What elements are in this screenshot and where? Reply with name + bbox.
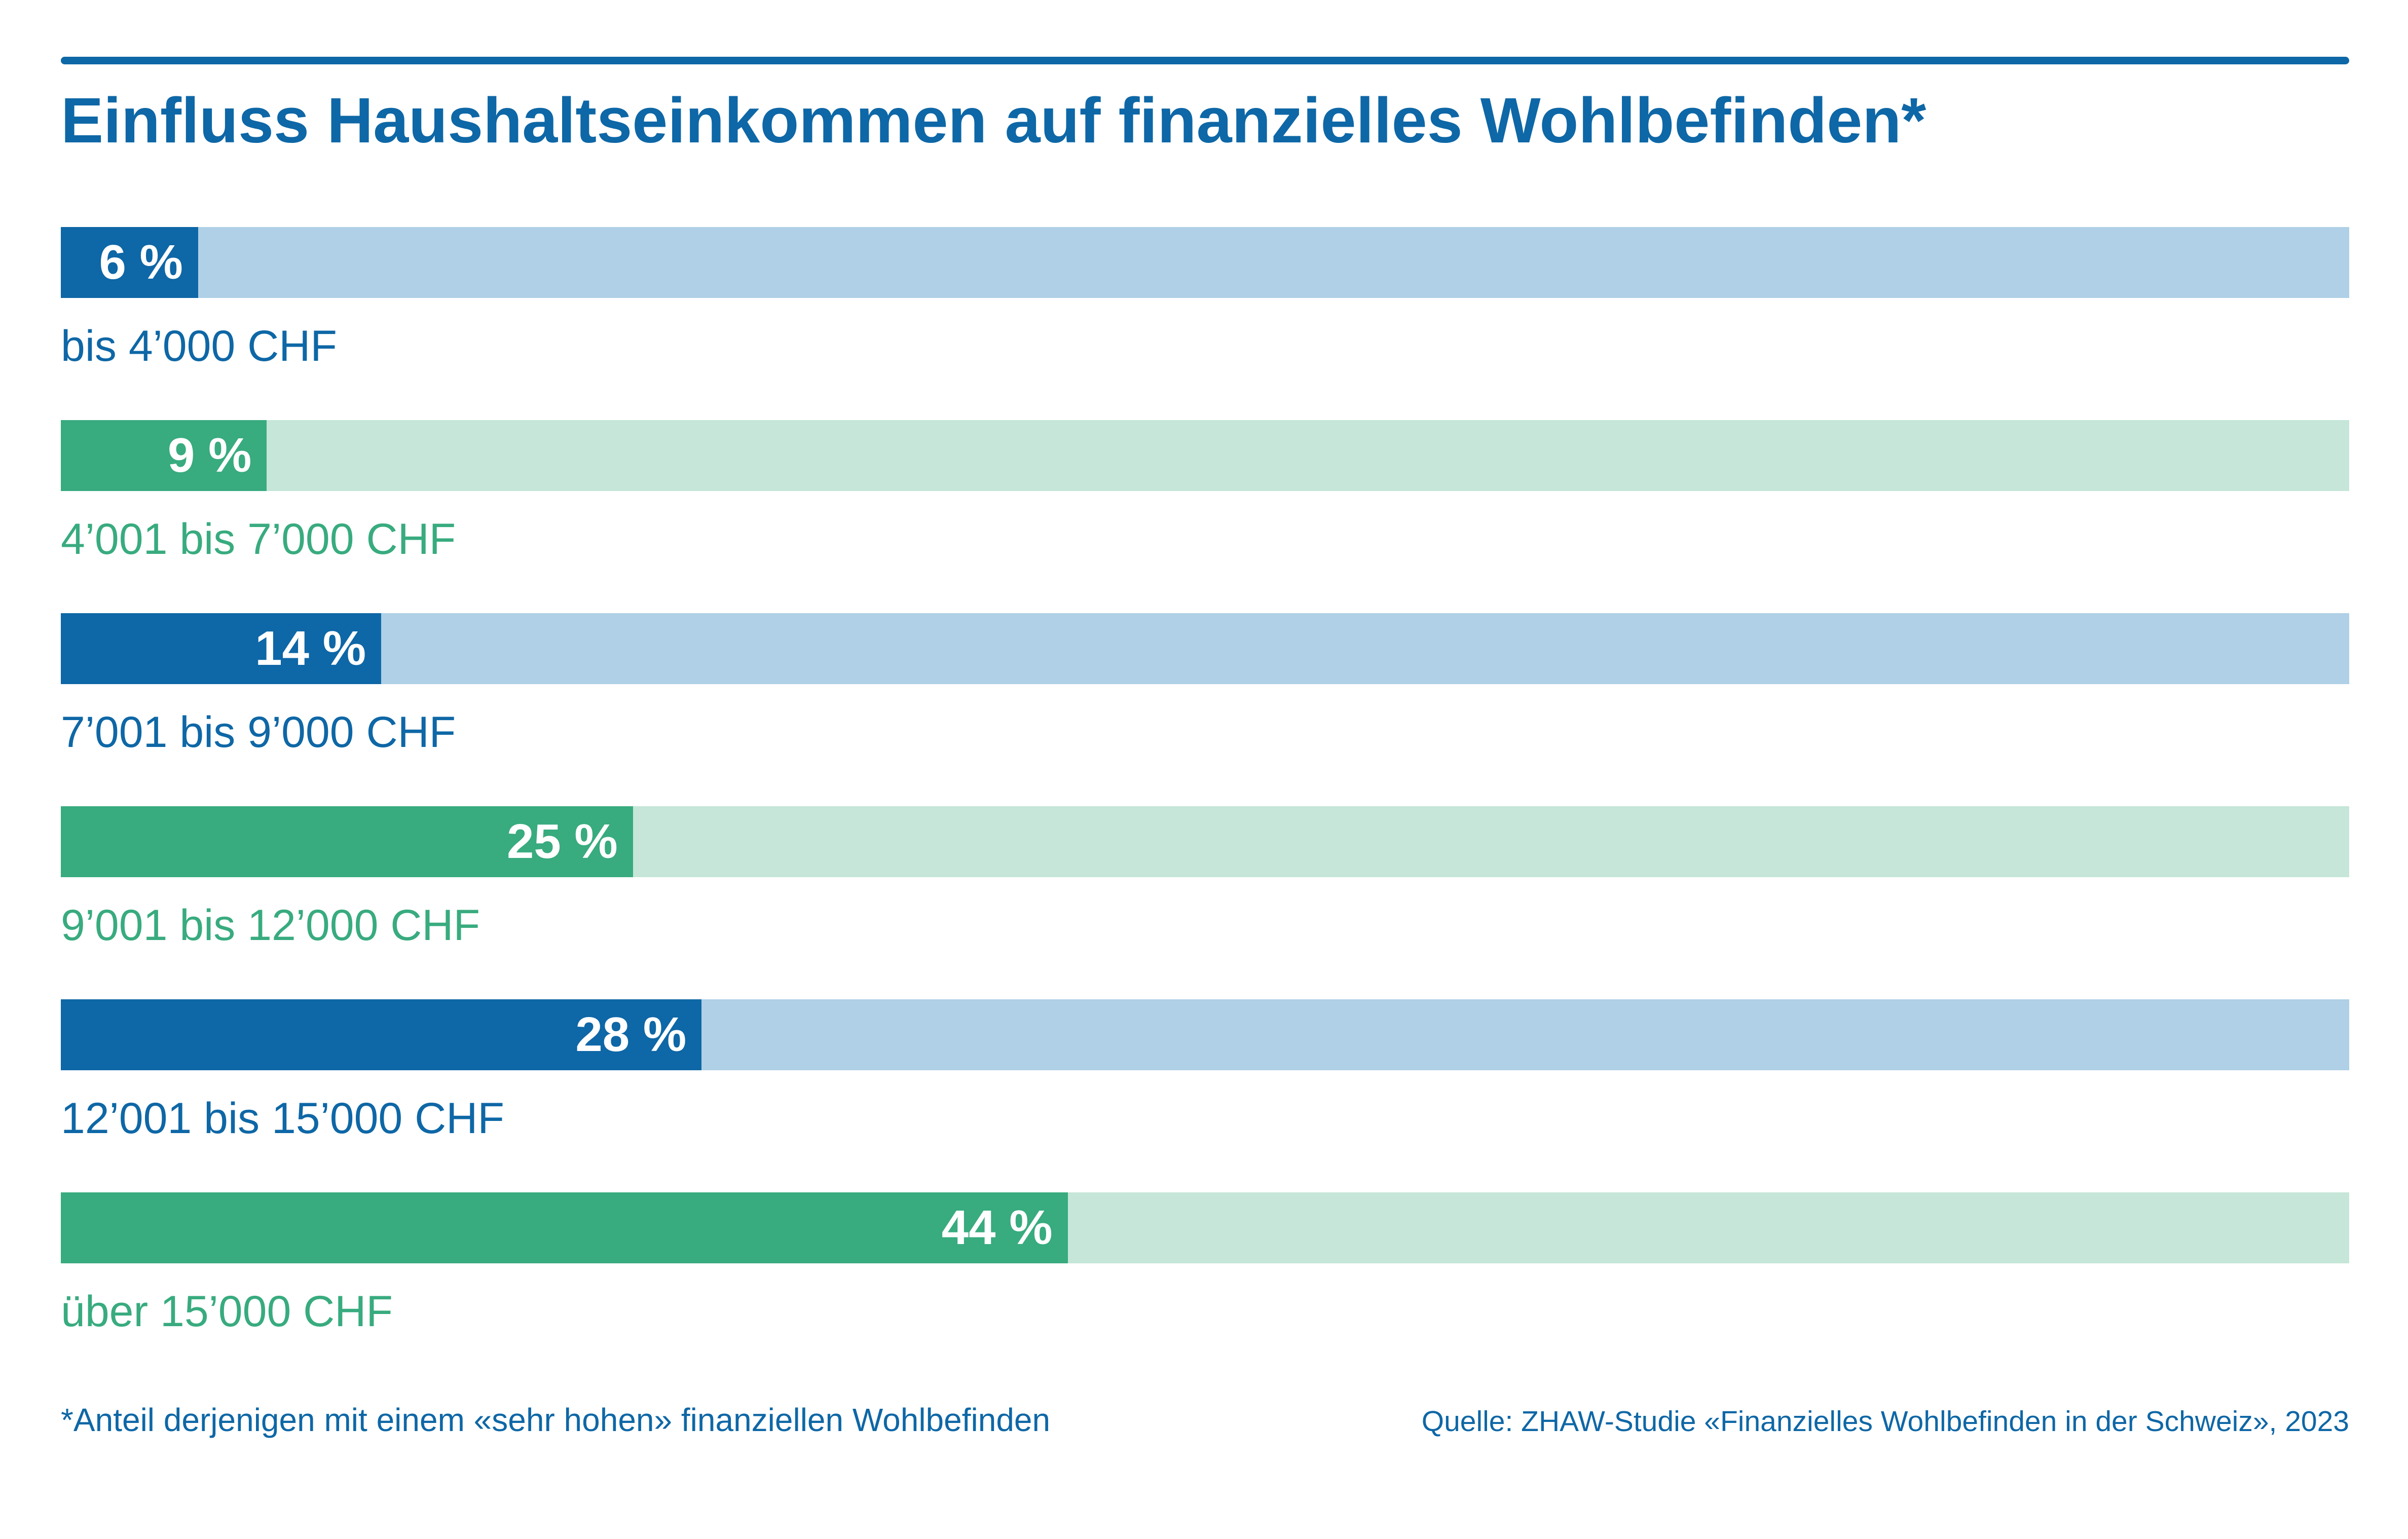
bar-row-income-5: 28 % 12’001 bis 15’000 CHF [61,999,2349,1192]
bar-track: 44 % [61,1192,2349,1263]
bar-row-income-6: 44 % über 15’000 CHF [61,1192,2349,1337]
footnote-text: *Anteil derjenigen mit einem «sehr hohen… [61,1402,1051,1439]
bar-fill: 28 % [61,999,702,1070]
title-rule [61,57,2349,64]
bar-value-label: 44 % [941,1200,1053,1255]
bar-track: 9 % [61,420,2349,491]
chart-title: Einfluss Haushaltseinkommen auf finanzie… [61,85,1927,156]
bar-track: 28 % [61,999,2349,1070]
bar-category-label: 12’001 bis 15’000 CHF [61,1094,504,1143]
bar-value-label: 9 % [167,428,252,482]
bar-category-label: 4’001 bis 7’000 CHF [61,514,456,564]
bar-category-label: über 15’000 CHF [61,1287,393,1336]
bar-track: 6 % [61,227,2349,298]
bar-category-label: 9’001 bis 12’000 CHF [61,900,480,950]
bar-row-income-3: 14 % 7’001 bis 9’000 CHF [61,613,2349,806]
bar-track: 14 % [61,613,2349,684]
bar-fill: 9 % [61,420,267,491]
bar-fill: 25 % [61,806,633,877]
bar-value-label: 28 % [575,1007,687,1062]
bar-fill: 14 % [61,613,382,684]
bar-value-label: 6 % [99,235,183,289]
infographic-page: Einfluss Haushaltseinkommen auf finanzie… [0,57,2408,1539]
bar-row-income-2: 9 % 4’001 bis 7’000 CHF [61,420,2349,613]
bar-category-label: 7’001 bis 9’000 CHF [61,707,456,757]
bar-chart: 6 % bis 4’000 CHF 9 % 4’001 bis 7’000 CH… [61,227,2349,1337]
bar-category-label: bis 4’000 CHF [61,321,337,370]
source-text: Quelle: ZHAW-Studie «Finanzielles Wohlbe… [1421,1405,2349,1438]
bar-track: 25 % [61,806,2349,877]
bar-fill: 6 % [61,227,198,298]
bar-row-income-4: 25 % 9’001 bis 12’000 CHF [61,806,2349,999]
bar-value-label: 14 % [255,621,366,675]
bar-row-income-1: 6 % bis 4’000 CHF [61,227,2349,420]
footer: *Anteil derjenigen mit einem «sehr hohen… [61,1401,2349,1439]
bar-value-label: 25 % [506,814,618,869]
bar-fill: 44 % [61,1192,1068,1263]
